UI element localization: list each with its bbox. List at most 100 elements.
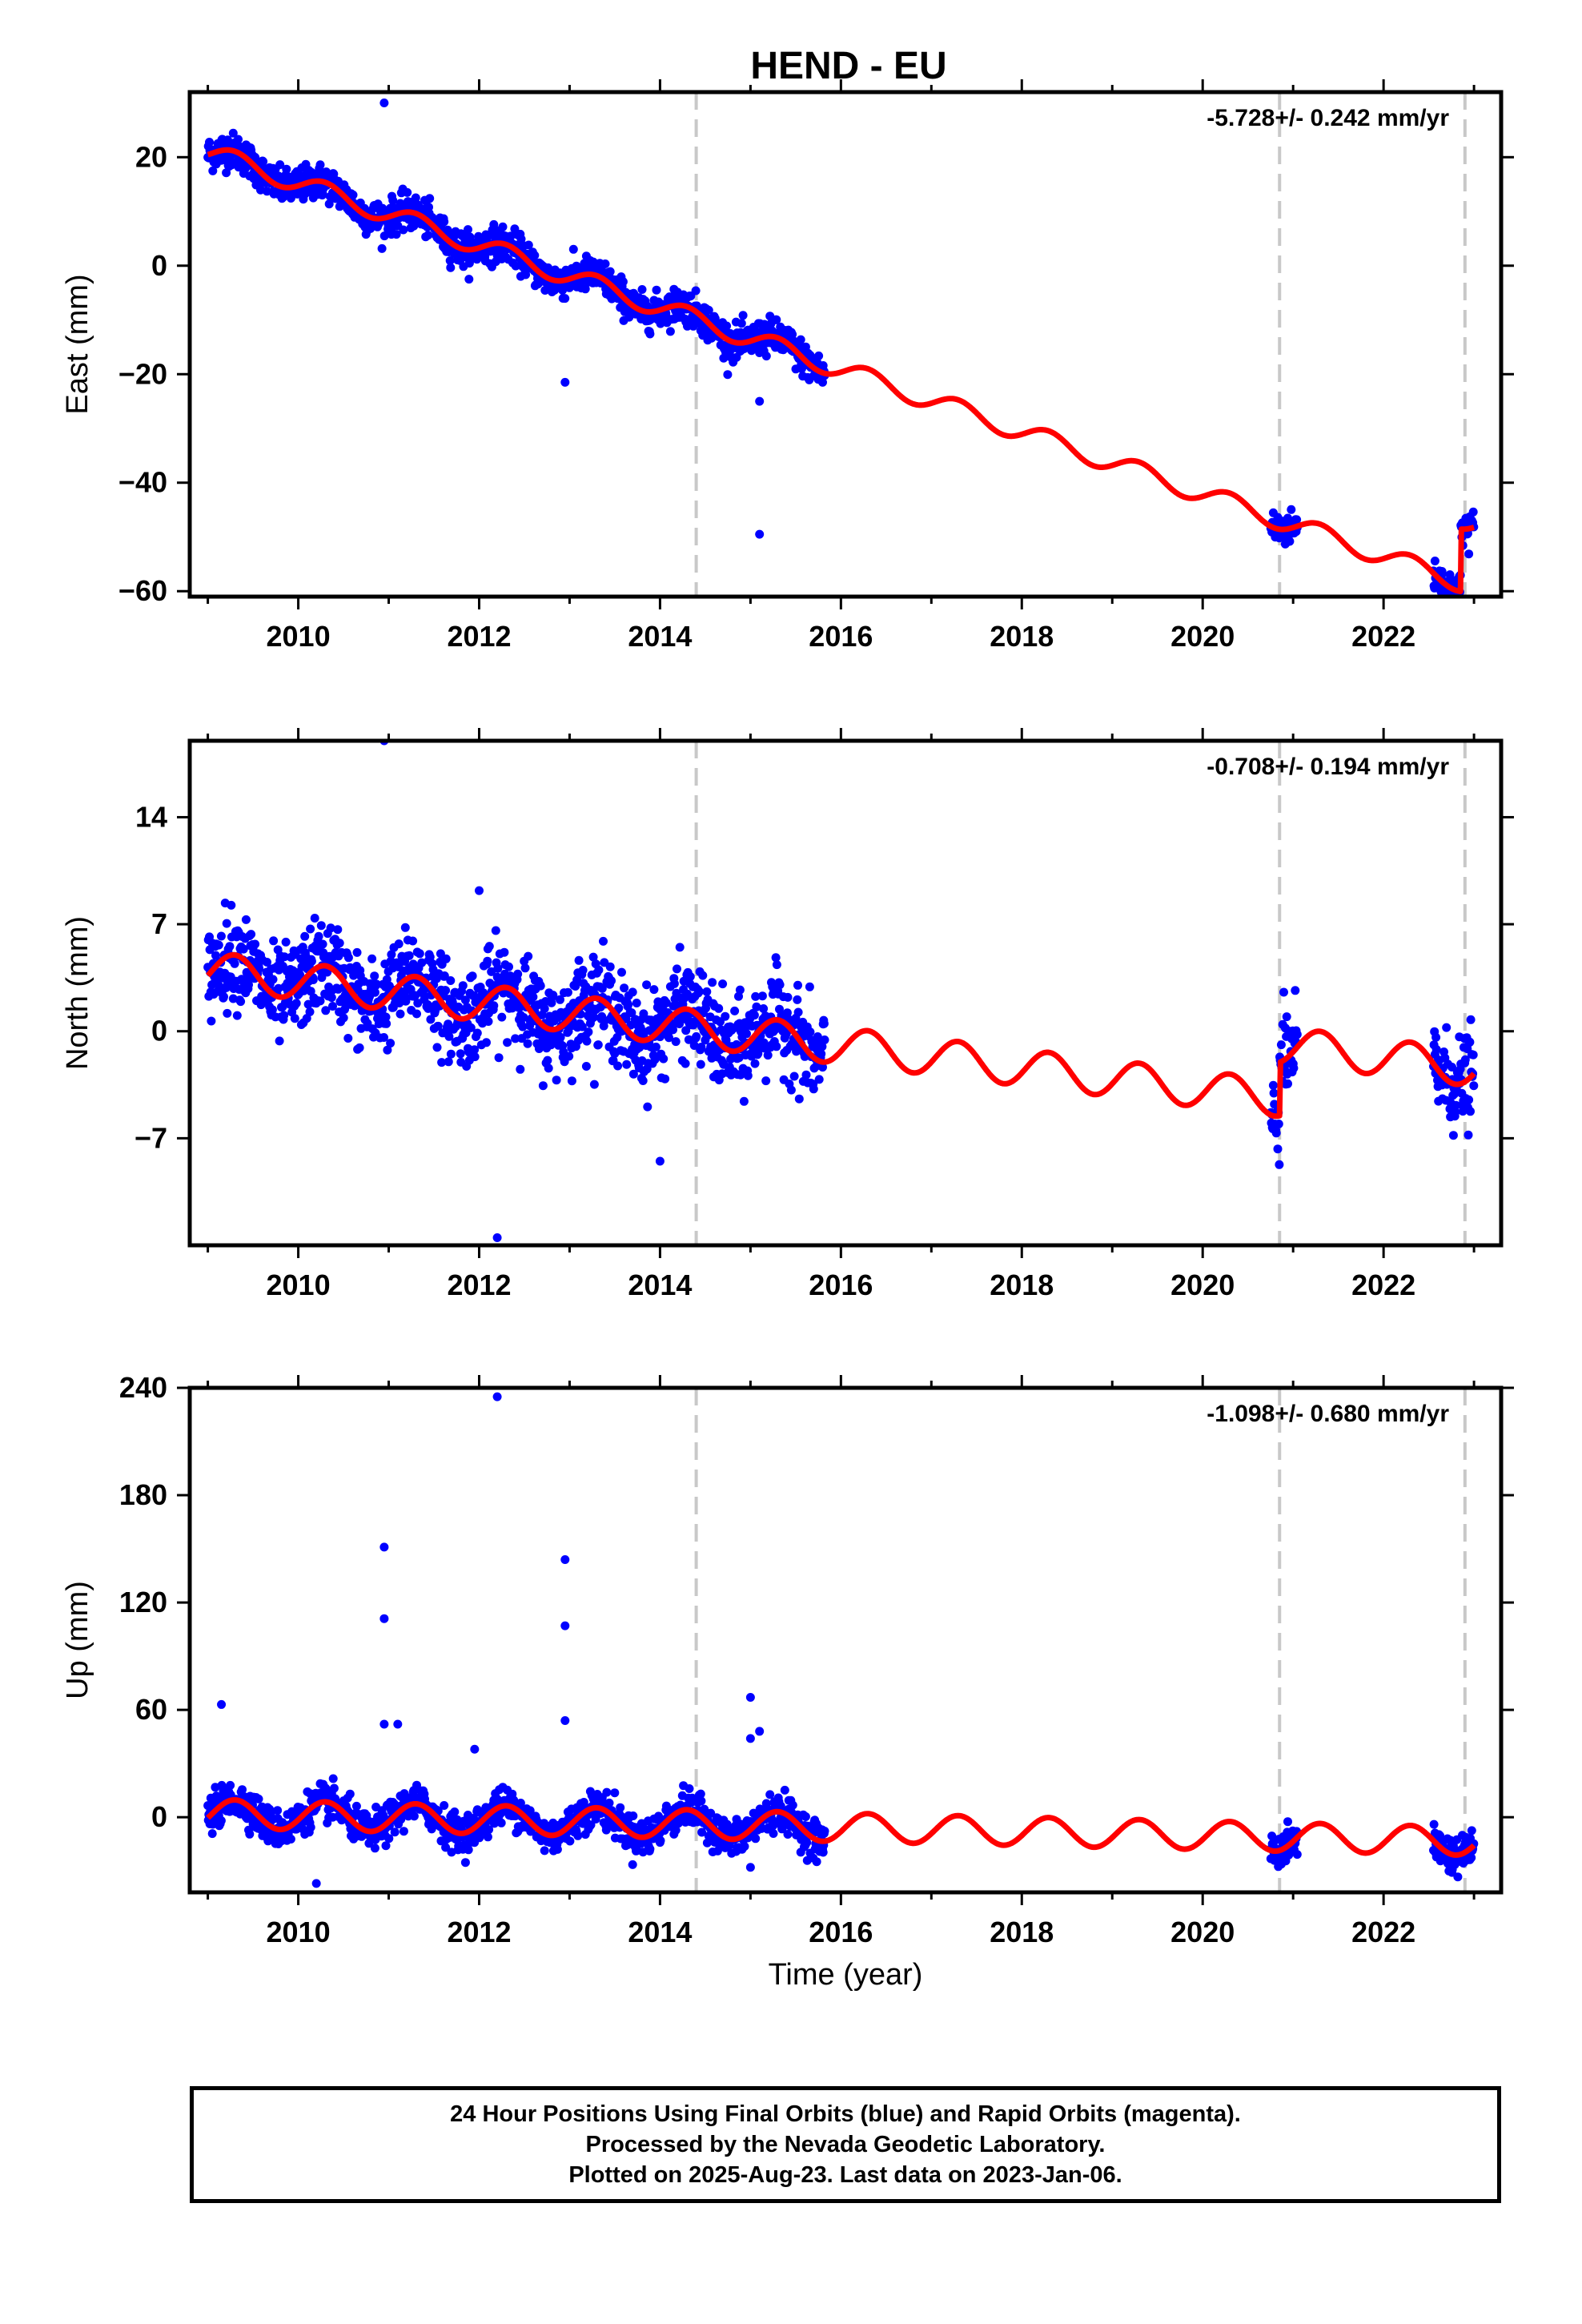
east-observation-point [208, 166, 218, 175]
up-observation-point [645, 1844, 655, 1854]
north-observation-point [343, 953, 353, 963]
up-outlier-point [560, 1621, 570, 1630]
north-observation-point [613, 1061, 623, 1071]
up-observation-point [776, 1801, 785, 1811]
north-observation-point [650, 1055, 660, 1064]
up-observation-point [379, 1811, 388, 1820]
figure-title: HEND - EU [750, 45, 946, 87]
north-frame [187, 738, 1504, 1248]
north-observation-point [1279, 987, 1288, 997]
east-observation-point [738, 311, 748, 320]
north-observation-point [1448, 1131, 1458, 1140]
north-observation-point [793, 1007, 803, 1017]
up-x-tick-label: 2012 [447, 1916, 511, 1948]
east-plot-area [203, 92, 1479, 597]
east-y-tick-label: −40 [118, 466, 167, 499]
up-observation-point [245, 1829, 255, 1839]
north-observation-point [763, 1051, 773, 1060]
north-observation-point [1289, 1063, 1299, 1073]
footer-line-3: Plotted on 2025-Aug-23. Last data on 202… [568, 2162, 1122, 2188]
up-observation-point [616, 1803, 625, 1812]
up-observation-point [706, 1808, 716, 1818]
up-outlier-point [560, 1554, 570, 1564]
north-observation-point [1460, 1055, 1470, 1064]
north-observation-point [548, 991, 558, 1000]
north-observation-point [1291, 986, 1300, 995]
north-observation-point [702, 987, 712, 996]
north-observation-point [343, 1034, 353, 1043]
north-observation-point [599, 936, 608, 946]
up-observation-point [696, 1789, 705, 1799]
up-observation-point [496, 1818, 506, 1827]
north-outlier-point [655, 1156, 665, 1166]
up-observation-point [751, 1834, 761, 1844]
north-observation-point [757, 991, 767, 1001]
east-observation-point [228, 128, 238, 138]
east-y-tick-label: −60 [118, 574, 167, 607]
east-observation-point [568, 244, 578, 254]
north-observation-point [643, 1102, 652, 1112]
north-observation-point [470, 1052, 480, 1062]
north-observation-point [671, 1037, 681, 1047]
north-observation-point [355, 1043, 364, 1052]
up-observation-point [586, 1820, 596, 1830]
east-observation-point [403, 187, 412, 197]
up-observation-point [450, 1807, 460, 1816]
north-observation-point [482, 1038, 491, 1047]
east-x-tick-label: 2016 [809, 620, 873, 653]
north-observation-point [316, 921, 326, 931]
east-rate-label: -5.728+/- 0.242 mm/yr [1207, 105, 1449, 131]
north-observation-point [772, 1042, 781, 1051]
north-observation-point [318, 939, 327, 949]
east-y-tick-label: 20 [135, 140, 167, 173]
east-observation-point [796, 335, 805, 344]
north-observation-point [589, 1080, 599, 1089]
north-observation-point [628, 1069, 638, 1079]
up-outlier-point [745, 1692, 755, 1702]
east-observation-point [530, 251, 540, 260]
east-y-axis-label: East (mm) [61, 274, 94, 414]
north-observation-point [484, 1017, 493, 1026]
north-observation-point [582, 1036, 592, 1046]
north-observation-point [675, 1019, 685, 1028]
north-observation-point [444, 1057, 453, 1067]
east-observation-point [391, 230, 401, 239]
east-observation-point [772, 315, 781, 324]
up-observation-point [552, 1844, 562, 1854]
north-observation-point [415, 949, 424, 959]
north-observation-point [528, 992, 538, 1002]
north-observation-point [1270, 1100, 1279, 1109]
east-panel: 2010 2012 2014 2016 2018 2020 2022 20 0 −20 −40 −60… [61, 79, 1514, 653]
north-observation-point [251, 939, 260, 949]
up-observation-point [399, 1827, 408, 1836]
north-observation-point [750, 1059, 760, 1068]
north-observation-point [588, 952, 598, 962]
north-observation-point [696, 1059, 705, 1069]
north-model-curve [206, 951, 1476, 1120]
up-observation-point [328, 1774, 338, 1783]
north-observation-point [1464, 1095, 1474, 1104]
north-observation-point [444, 1031, 454, 1041]
north-observation-point [223, 1008, 232, 1018]
up-observation-point [381, 1841, 391, 1851]
north-x-tick-label: 2022 [1351, 1269, 1415, 1301]
east-outlier-point [755, 396, 765, 406]
east-observation-point [704, 305, 713, 315]
north-observation-point [684, 1035, 693, 1044]
east-observation-point [1464, 549, 1474, 559]
north-observation-point [1452, 1100, 1460, 1110]
east-observation-point [524, 240, 533, 250]
east-observation-point [275, 160, 285, 170]
north-observation-point [632, 999, 641, 1007]
up-x-tick-label: 2010 [267, 1916, 331, 1948]
north-observation-point [300, 931, 310, 941]
north-observation-point [306, 924, 315, 934]
north-observation-point [661, 1074, 670, 1084]
north-observation-point [819, 1019, 829, 1028]
north-x-tick-label: 2020 [1170, 1269, 1235, 1301]
north-observation-point [622, 1059, 632, 1069]
up-observation-point [329, 1783, 339, 1793]
north-observation-point [370, 971, 379, 981]
north-observation-point [513, 969, 523, 979]
up-observation-point [610, 1788, 620, 1798]
